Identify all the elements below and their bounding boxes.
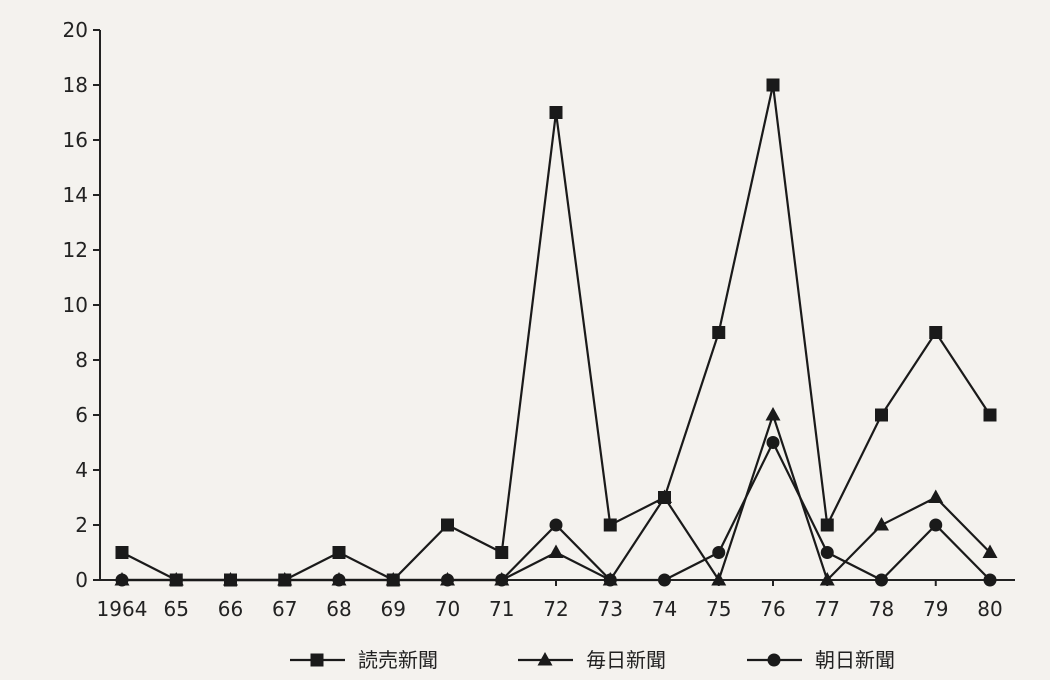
data-point-asahi: [549, 518, 563, 532]
x-tick-label: 74: [652, 597, 677, 621]
legend-label: 読売新聞: [358, 648, 438, 672]
data-point-mainichi: [928, 489, 944, 503]
data-point-yomiuri: [115, 546, 129, 559]
data-point-mainichi: [819, 572, 835, 586]
series-line-asahi: [122, 440, 991, 582]
y-tick-label: 18: [63, 73, 88, 97]
y-tick-label: 6: [75, 403, 88, 427]
legend-item-asahi: 朝日新聞: [747, 648, 895, 672]
data-point-yomiuri: [875, 408, 888, 422]
y-tick-label: 10: [63, 293, 88, 317]
x-tick-label: 80: [977, 597, 1002, 621]
y-tick-label: 4: [75, 458, 88, 482]
series-mainichi: [114, 407, 998, 586]
data-point-asahi: [820, 546, 834, 559]
data-point-asahi: [766, 436, 780, 449]
y-tick-label: 0: [75, 568, 88, 592]
x-tick-label: 73: [598, 597, 623, 621]
x-tick-label: 1964: [97, 597, 148, 621]
data-point-yomiuri: [603, 518, 617, 532]
series-asahi: [115, 436, 997, 587]
legend-label: 朝日新聞: [815, 648, 895, 672]
x-tick-label: 65: [164, 597, 189, 621]
data-point-mainichi: [548, 544, 564, 558]
y-tick-label: 12: [63, 238, 88, 262]
data-point-yomiuri: [549, 106, 563, 119]
data-point-mainichi: [657, 489, 672, 503]
data-point-yomiuri: [820, 518, 834, 532]
x-tick-label: 66: [218, 597, 243, 621]
x-tick-label: 79: [923, 597, 948, 621]
data-point-asahi: [983, 573, 997, 587]
data-point-yomiuri: [929, 326, 943, 339]
data-point-yomiuri: [712, 326, 726, 339]
data-point-asahi: [332, 573, 346, 587]
data-point-yomiuri: [441, 518, 454, 532]
legend-swatch-marker: [310, 653, 324, 667]
data-point-mainichi: [765, 407, 781, 421]
legend-swatch-marker: [537, 652, 553, 666]
y-tick-label: 16: [63, 128, 88, 152]
data-point-asahi: [495, 573, 509, 587]
data-point-asahi: [278, 573, 292, 587]
x-tick-label: 71: [489, 597, 514, 621]
x-tick-label: 78: [869, 597, 894, 621]
legend-swatch-marker: [767, 653, 781, 667]
legend-item-yomiuri: 読売新聞: [290, 648, 438, 672]
series-yomiuri: [115, 78, 997, 587]
legend-item-mainichi: 毎日新聞: [518, 648, 666, 672]
data-point-yomiuri: [495, 546, 509, 559]
x-tick-label: 70: [435, 597, 460, 621]
data-point-mainichi: [711, 572, 727, 586]
y-axis-ticks: 0 2 4 6 8 10 12 14 16 18 20: [63, 18, 100, 592]
data-point-asahi: [712, 546, 726, 559]
data-point-asahi: [658, 573, 671, 587]
legend: 読売新聞 毎日新聞 朝日新聞: [290, 648, 895, 672]
x-tick-label: 76: [760, 597, 785, 621]
data-point-mainichi: [982, 544, 998, 558]
data-point-asahi: [169, 573, 183, 587]
y-tick-label: 2: [75, 513, 88, 537]
data-point-asahi: [441, 573, 454, 587]
x-tick-label: 67: [272, 597, 297, 621]
data-point-asahi: [929, 518, 943, 532]
data-point-asahi: [115, 573, 129, 587]
series-line-yomiuri: [121, 84, 991, 582]
x-tick-label: 72: [543, 597, 568, 621]
data-point-mainichi: [874, 517, 889, 531]
data-point-yomiuri: [332, 546, 346, 559]
x-tick-label: 69: [381, 597, 406, 621]
data-point-asahi: [224, 573, 237, 587]
y-tick-label: 8: [75, 348, 88, 372]
x-tick-label: 75: [706, 597, 731, 621]
legend-label: 毎日新聞: [586, 648, 666, 672]
data-point-yomiuri: [766, 78, 780, 92]
data-point-asahi: [875, 573, 888, 587]
x-axis-ticks: 1964 65 66 67 68 69 70 71 72 73 74 75 76 77 78 79 80: [97, 580, 1003, 621]
y-tick-label: 20: [63, 18, 88, 42]
data-point-asahi: [386, 573, 400, 587]
data-point-yomiuri: [983, 408, 997, 422]
series-layer: [114, 78, 998, 587]
data-point-asahi: [603, 573, 617, 587]
y-tick-label: 14: [63, 183, 88, 207]
x-tick-label: 68: [326, 597, 351, 621]
x-tick-label: 77: [815, 597, 840, 621]
